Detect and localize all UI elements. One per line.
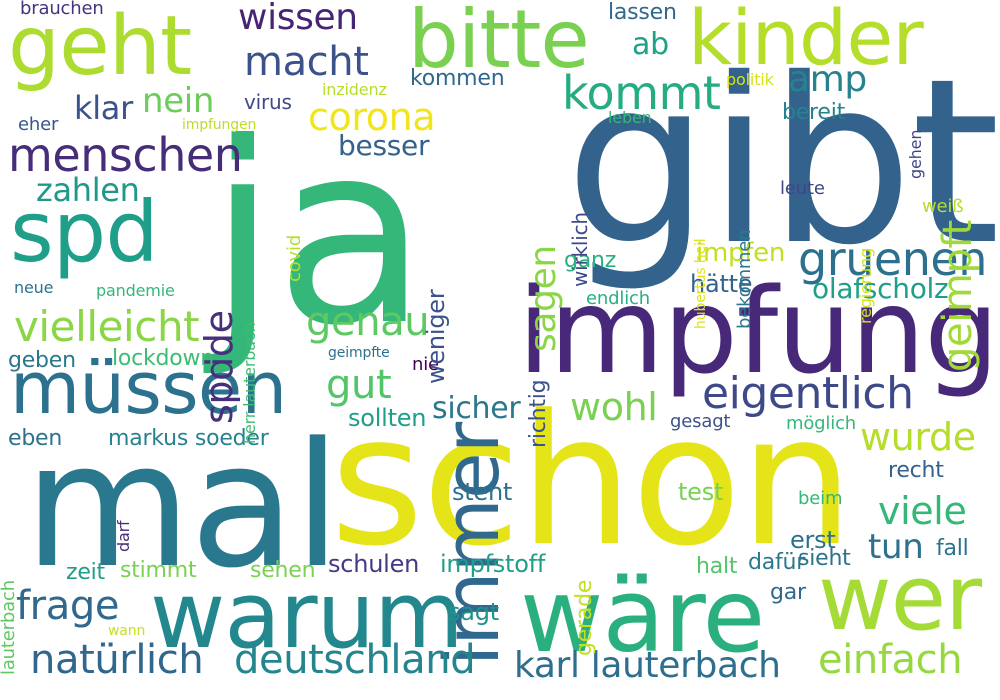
word-inzidenz: inzidenz [322,80,387,99]
word-impfungen: impfungen [182,117,257,133]
word-erst: erst [790,526,836,554]
word-müssen: müssen [10,346,287,430]
word-schulen: schulen [328,550,420,578]
word-stimmt: stimmt [120,558,197,583]
word-sagt: sagt [448,598,499,626]
word-deutschland: deutschland [234,637,476,683]
word-ja: ja [208,89,428,380]
word-klar: klar [74,89,133,127]
word-wirklich: wirklich [568,212,592,287]
word-lockdown: lockdown [112,346,215,371]
word-karl-lauterbach: karl lauterbach [514,645,781,686]
word-neue: neue [14,278,54,297]
word-sehen: sehen [250,558,316,583]
word-lauterbach: lauterbach [0,580,19,675]
word-corona: corona [308,95,436,139]
word-gesagt: gesagt [670,411,731,432]
word-beim: beim [798,488,843,509]
word-olafscholz: olafscholz [812,272,949,305]
word-möglich: möglich [786,413,857,434]
word-geben: geben [8,348,76,373]
word-bereit: bereit [782,100,846,125]
word-besser: besser [338,129,430,162]
word-sieht: sieht [798,546,851,571]
word-wäre: wäre [520,557,765,676]
word-impfen: impfen [696,238,786,268]
word-nein: nein [142,81,215,121]
word-fall: fall [936,536,969,561]
word-gruenen: gruenen [798,232,987,286]
word-covid: covid [284,234,305,282]
word-immer: immer [427,422,516,666]
word-herr-lauterbach: herr lauterbach [240,322,259,444]
word-gar: gar [770,580,806,605]
word-eigentlich: eigentlich [702,368,914,419]
word-test: test [678,478,724,506]
word-sicher: sicher [432,391,521,426]
word-weniger: weniger [422,289,450,384]
word-mal: mal [24,405,341,606]
word-hubertus-heil: hubertus heil [693,238,709,329]
word-sagen: sagen [523,245,564,352]
word-macht: macht [244,39,369,85]
word-endlich: endlich [586,288,650,309]
word-gehen: gehen [906,129,925,179]
word-darf: darf [114,520,133,552]
word-leute: leute [780,178,825,199]
word-brauchen: brauchen [20,0,104,19]
word-ganz: ganz [564,248,617,273]
word-wer: wer [818,546,982,651]
word-eben: eben [8,426,63,451]
word-impfung: impfung [517,262,1000,400]
word-weiß: weiß [922,196,964,217]
word-bekommen: bekommen [734,229,755,329]
word-regierung: regierung [856,247,875,324]
word-wissen: wissen [238,0,358,38]
word-zahlen: zahlen [36,171,140,209]
word-viele: viele [878,489,967,533]
word-nie: nie [412,354,439,375]
word-menschen: menschen [8,128,243,182]
word-wurde: wurde [860,415,976,459]
word-ab: ab [632,27,669,62]
word-einfach: einfach [818,637,963,683]
word-natürlich: natürlich [30,637,204,683]
word-recht: recht [888,458,944,483]
word-kommen: kommen [410,66,505,91]
word-virus: virus [244,90,292,114]
word-schon: schon [330,377,854,586]
word-kommt: kommt [562,66,721,120]
word-dafür: dafür [748,550,806,575]
word-gut: gut [326,362,392,408]
word-pandemie: pandemie [96,281,175,300]
word-zeit: zeit [66,560,105,585]
word-spd: spd [10,183,159,281]
word-eher: eher [18,114,59,135]
word-bitte: bitte [408,0,590,86]
word-steht: steht [452,478,513,506]
word-warum: warum [150,562,464,669]
word-frage: frage [16,583,120,629]
word-sollten: sollten [348,404,427,432]
word-wann: wann [108,623,146,639]
word-gibt: gibt [564,29,1000,295]
word-tun: tun [868,527,924,567]
word-wohl: wohl [570,385,658,429]
word-hätte: hätte [690,270,753,298]
word-markus-soeder: markus soeder [108,426,269,451]
word-impfstoff: impfstoff [440,550,546,578]
word-leben: leben [608,108,652,127]
word-amp: amp [788,59,867,100]
word-richtig: richtig [526,379,551,448]
word-lassen: lassen [608,0,677,25]
word-geht: geht [8,0,192,94]
word-halt: halt [696,554,738,579]
word-kinder: kinder [688,0,924,82]
word-gerade: gerade [572,579,597,656]
word-geimpfte: geimpfte [328,345,390,361]
word-politik: politik [726,70,774,89]
word-vielleicht: vielleicht [14,302,200,351]
word-genau: genau [306,299,430,345]
